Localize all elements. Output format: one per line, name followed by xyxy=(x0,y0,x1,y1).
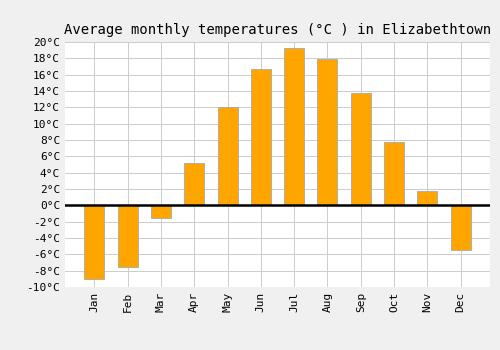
Bar xyxy=(450,205,470,250)
Bar xyxy=(418,191,438,205)
Bar xyxy=(284,48,304,205)
Bar xyxy=(251,69,271,205)
Bar xyxy=(351,93,371,205)
Bar xyxy=(318,59,338,205)
Bar xyxy=(184,163,204,205)
Bar xyxy=(151,205,171,218)
Bar xyxy=(384,142,404,205)
Title: Average monthly temperatures (°C ) in Elizabethtown: Average monthly temperatures (°C ) in El… xyxy=(64,23,491,37)
Bar xyxy=(84,205,104,279)
Bar xyxy=(118,205,138,267)
Bar xyxy=(218,107,238,205)
